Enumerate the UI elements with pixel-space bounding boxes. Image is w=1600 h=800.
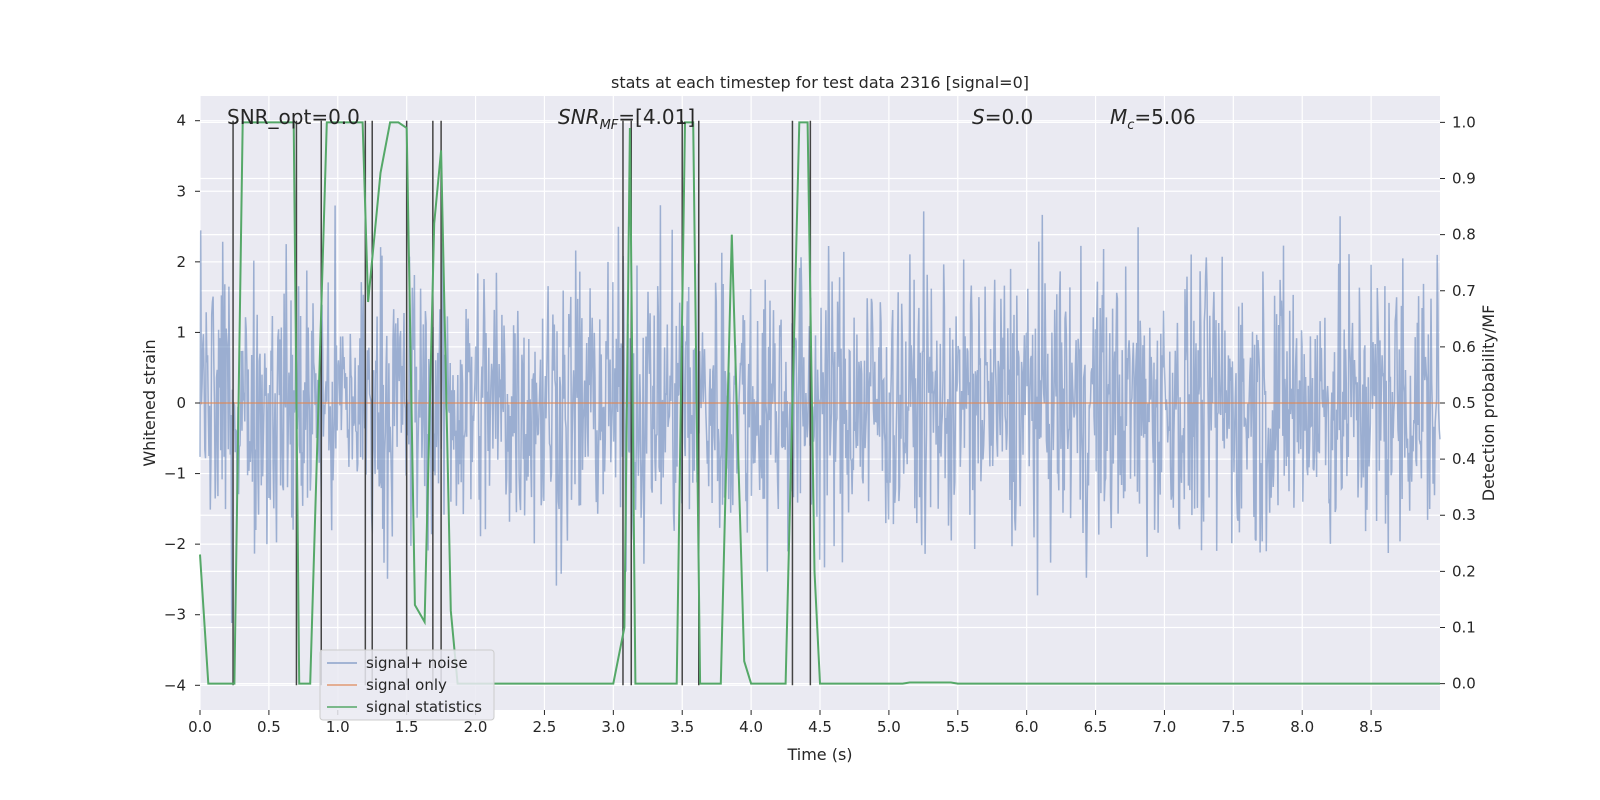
x-tick-label: 7.5 [1221,718,1245,736]
x-tick-label: 5.5 [946,718,970,736]
x-tick-label: 1.5 [395,718,419,736]
x-tick-label: 4.0 [739,718,763,736]
y2-tick-label: 0.0 [1452,675,1476,693]
x-tick-label: 0.5 [257,718,281,736]
legend: signal+ noise signal only signal statist… [319,649,495,721]
y-tick-label: −4 [164,676,186,694]
y-tick-label: 2 [176,253,186,271]
y-tick-label: 3 [176,182,186,200]
y2-tick-label: 0.6 [1452,338,1476,356]
legend-box [319,649,495,721]
annotation-s: S=0.0 [972,105,1033,129]
legend-label-noise: signal+ noise [366,654,468,672]
y-tick-label: 1 [176,323,186,341]
x-tick-label: 3.5 [670,718,694,736]
y2-tick-label: 0.3 [1452,506,1476,524]
x-tick-label: 0.0 [188,718,212,736]
series-signal-statistics [199,121,1440,685]
y2-tick-label: 0.8 [1452,226,1476,244]
y2-tick-label: 1.0 [1452,113,1476,131]
y-tick-label: 0 [176,394,186,412]
x-tick-label: 8.0 [1290,718,1314,736]
y-tick-label: −1 [164,465,186,483]
y2-tick-label: 0.2 [1452,562,1476,580]
y2-tick-label: 0.9 [1452,170,1476,188]
y2-axis-ticks: 0.0 0.1 0.2 0.3 0.4 0.5 0.6 0.7 0.8 0.9 1.0 [1440,113,1476,693]
legend-label-signal-only: signal only [366,676,447,694]
x-axis-label: Time (s) [786,745,852,764]
y2-axis-label: Detection probability/MF [1479,305,1498,502]
y-tick-label: 4 [176,112,186,130]
x-tick-label: 7.0 [1153,718,1177,736]
y-tick-label: −3 [164,606,186,624]
chart-title: stats at each timestep for test data 231… [611,73,1029,92]
statistics-line [199,121,1440,685]
y-axis-ticks: −4 −3 −2 −1 0 1 2 3 4 [164,112,200,694]
annotation-snr-opt: SNR_opt=0.0 [227,105,360,129]
x-tick-label: 2.5 [533,718,557,736]
y-axis-label: Whitened strain [140,339,159,466]
y-tick-label: −2 [164,535,186,553]
x-axis-ticks: 0.0 0.5 1.0 1.5 2.0 2.5 3.0 3.5 4.0 4.5 5.0 5.5 6.0 6… [188,710,1383,736]
annotation-mc: Mc=5.06 [1110,105,1196,133]
x-tick-label: 8.5 [1359,718,1383,736]
x-tick-label: 5.0 [877,718,901,736]
x-tick-label: 3.0 [601,718,625,736]
y2-tick-label: 0.1 [1452,618,1476,636]
x-tick-label: 2.0 [464,718,488,736]
legend-label-statistics: signal statistics [366,698,482,716]
y2-tick-label: 0.5 [1452,394,1476,412]
x-tick-label: 6.0 [1015,718,1039,736]
x-tick-label: 6.5 [1084,718,1108,736]
annotation-snr-mf: SNRMF=[4.01] [558,105,695,133]
x-tick-label: 1.0 [326,718,350,736]
y2-tick-label: 0.7 [1452,282,1476,300]
y2-tick-label: 0.4 [1452,450,1476,468]
x-tick-label: 4.5 [808,718,832,736]
